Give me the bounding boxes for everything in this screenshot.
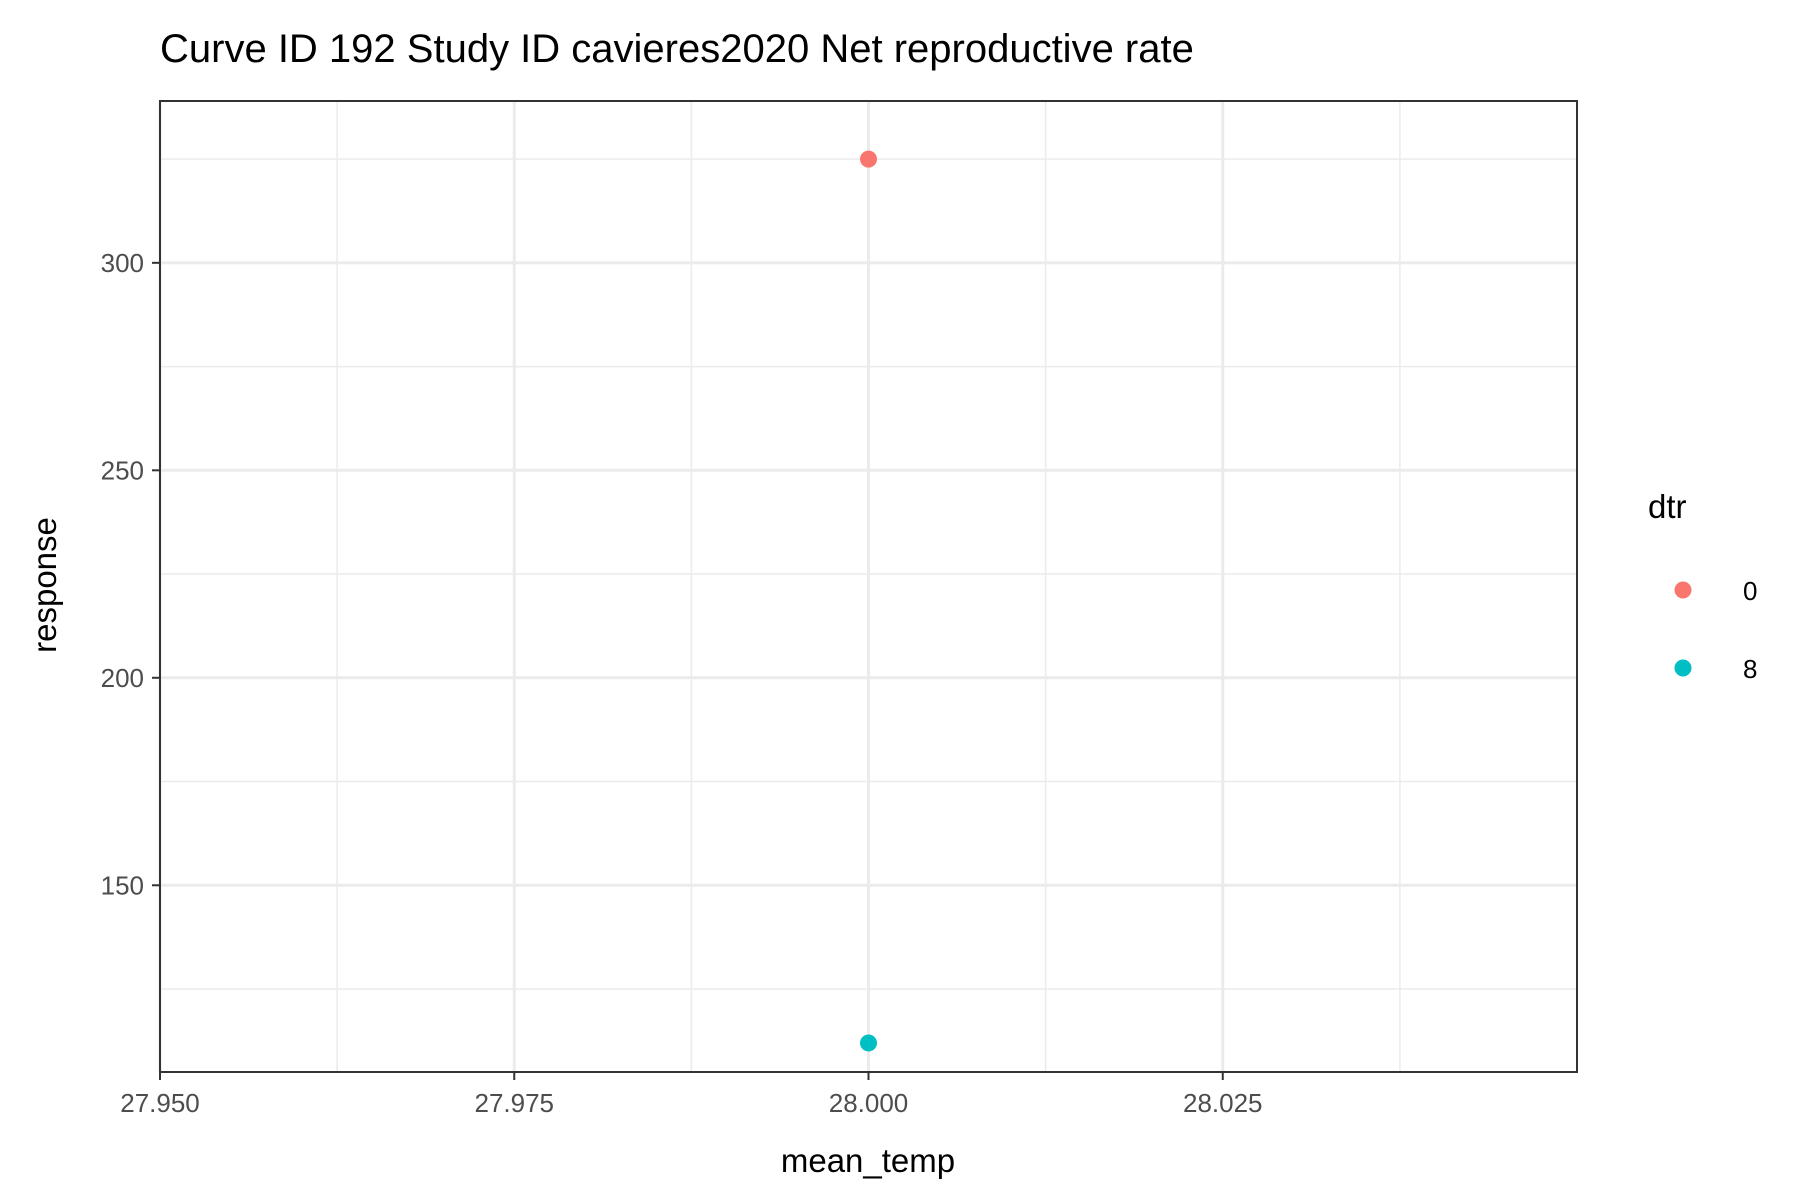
x-tick-label: 28.000 [829,1088,909,1118]
y-axis: 150 200 250 300 [101,248,160,900]
x-tick-label: 27.950 [120,1088,200,1118]
chart-title: Curve ID 192 Study ID cavieres2020 Net r… [160,27,1194,71]
plot-panel [158,100,1578,1073]
legend-key-0 [1674,581,1692,599]
data-point-dtr-0 [860,150,877,168]
legend-title: dtr [1648,488,1687,525]
data-points [860,150,877,1052]
x-tick-label: 28.025 [1183,1088,1263,1118]
y-axis-title: response [26,517,63,653]
y-tick-label: 150 [101,870,144,900]
x-axis-title: mean_temp [781,1142,955,1179]
y-tick-label: 200 [101,663,144,693]
legend: dtr 0 8 [1648,488,1757,684]
legend-label-0: 0 [1743,576,1757,606]
x-axis: 27.950 27.975 28.000 28.025 [120,1072,1263,1118]
data-point-dtr-8 [860,1034,877,1052]
legend-label-8: 8 [1743,654,1757,684]
y-tick-label: 250 [101,455,144,485]
legend-key-8 [1674,659,1692,677]
y-tick-label: 300 [101,248,144,278]
x-tick-label: 27.975 [474,1088,554,1118]
